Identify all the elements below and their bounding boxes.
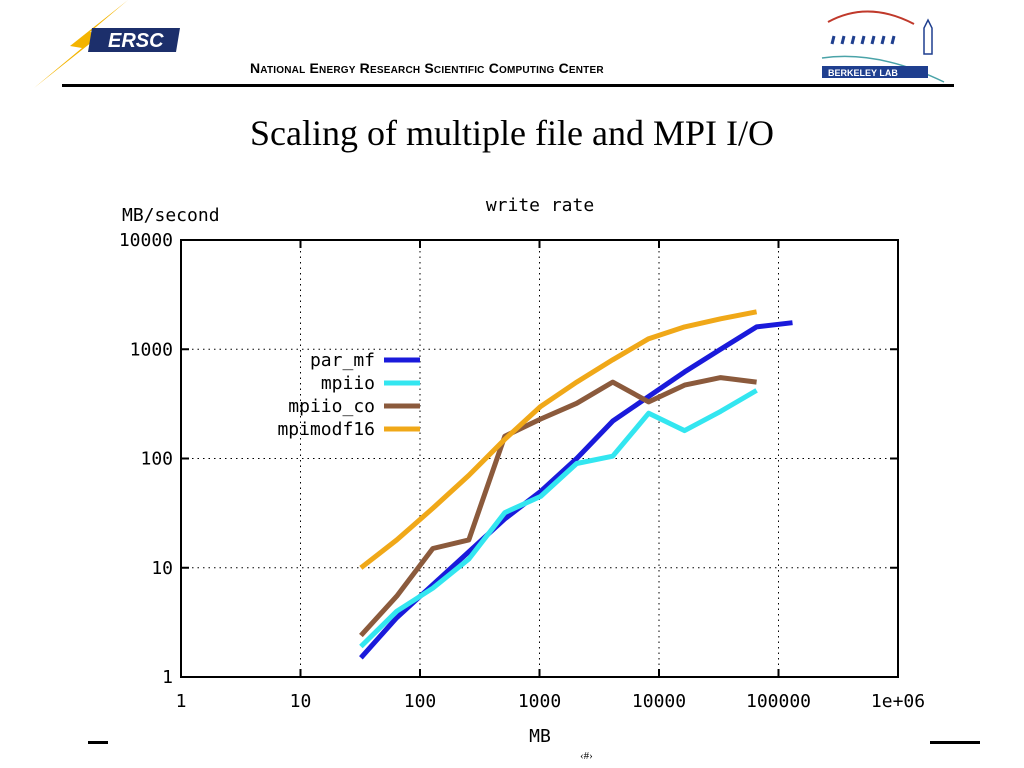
y-axis-label: MB/second [122,205,220,226]
legend-label: mpiio [321,373,375,394]
y-tick-label: 1000 [130,339,173,360]
series-lines [359,309,793,660]
legend-label: par_mf [310,350,375,371]
berkeley-lab-text: BERKELEY LAB [828,68,898,78]
berkeley-lab-banner [822,66,928,78]
campanile-tower-icon [923,18,933,55]
nersc-logo-bar [88,28,180,52]
x-tick-label: 1 [176,691,187,712]
page-number: ‹#› [580,750,593,762]
org-name: National Energy Research Scientific Comp… [250,60,604,76]
legend-label: mpimodf16 [277,419,375,440]
legend-label: mpiio_co [288,396,375,417]
x-tick-label: 10 [290,691,312,712]
chart-title: write rate [486,195,594,216]
write-rate-chart: 1 10 100 1000 10000 100000 1e+06 1 10 100 1000 1000… [119,195,925,745]
y-tick-label: 10 [151,558,173,579]
footer-line-left [88,741,108,744]
x-tick-label: 1e+06 [871,691,925,712]
x-tick-label: 100 [404,691,437,712]
slide-title: Scaling of multiple file and MPI I/O [250,113,774,153]
y-tick-label: 100 [140,449,173,470]
x-axis-label: MB [529,726,551,745]
y-tick-label: 1 [162,667,173,688]
nersc-logo-text: ERSC [108,30,164,52]
building-columns-icon [830,35,896,45]
berkeley-lab-logo: BERKELEY LAB [821,10,945,83]
footer-line-right [930,741,980,744]
axis-ticks: 1 10 100 1000 10000 100000 1e+06 1 10 100 1000 1000… [119,230,925,712]
chart-grid [181,240,898,677]
nersc-logo: ERSC [34,0,180,88]
lightning-bolt-icon [34,0,128,88]
x-tick-label: 10000 [632,691,686,712]
x-tick-label: 100000 [746,691,811,712]
series-line-par-mf [359,320,793,660]
series-line-mpimodf16 [359,309,758,570]
series-line-mpiio [359,388,758,649]
x-tick-label: 1000 [518,691,561,712]
y-tick-label: 10000 [119,230,173,251]
series-line-mpiio-co [359,375,757,638]
header-divider [62,84,954,87]
